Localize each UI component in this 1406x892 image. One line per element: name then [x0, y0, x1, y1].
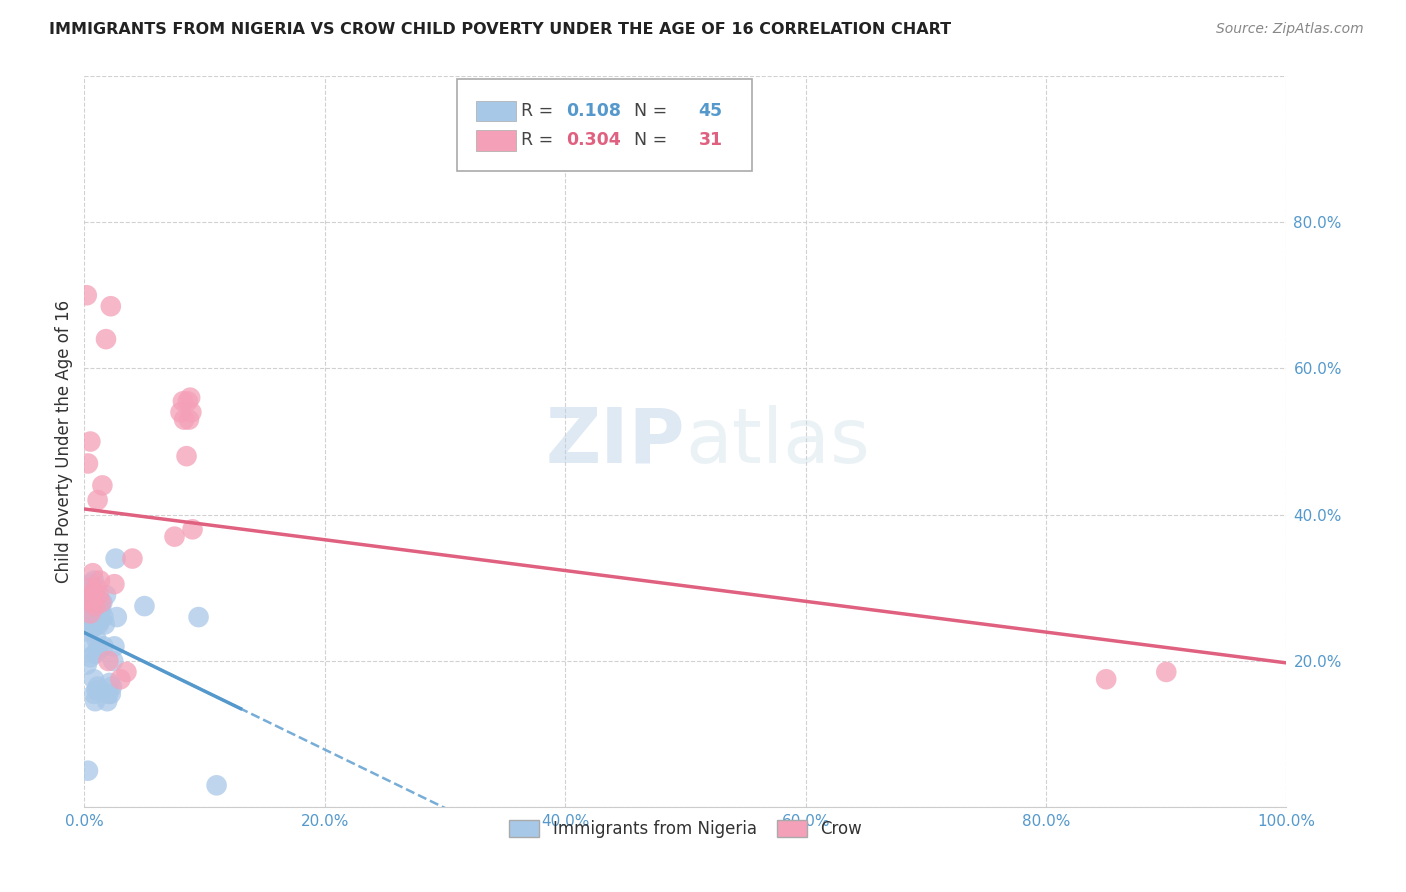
- Point: [177, 412, 200, 426]
- Point: [134, 599, 156, 614]
- Point: [87, 617, 110, 632]
- Point: [79, 588, 101, 602]
- Point: [93, 610, 115, 624]
- Text: N =: N =: [623, 131, 672, 149]
- Point: [180, 405, 202, 419]
- Point: [97, 687, 120, 701]
- FancyBboxPatch shape: [477, 130, 516, 151]
- Point: [87, 603, 110, 617]
- Point: [80, 577, 103, 591]
- Point: [86, 683, 108, 698]
- Point: [87, 588, 110, 602]
- Point: [86, 581, 108, 595]
- Point: [80, 603, 103, 617]
- Point: [173, 412, 195, 426]
- Point: [187, 610, 209, 624]
- Point: [94, 332, 117, 346]
- Point: [80, 617, 103, 632]
- Point: [1156, 665, 1178, 679]
- Point: [100, 687, 122, 701]
- Point: [77, 591, 100, 606]
- Point: [101, 680, 124, 694]
- Point: [103, 577, 125, 591]
- Point: [90, 603, 112, 617]
- Point: [83, 584, 105, 599]
- Point: [91, 595, 114, 609]
- Text: R =: R =: [520, 131, 558, 149]
- Point: [205, 778, 228, 792]
- Point: [94, 617, 117, 632]
- Point: [79, 607, 101, 621]
- Point: [89, 614, 111, 628]
- Point: [77, 581, 100, 595]
- Point: [97, 654, 120, 668]
- Text: R =: R =: [520, 102, 558, 120]
- Point: [110, 673, 132, 687]
- Point: [83, 574, 105, 588]
- Text: 0.108: 0.108: [567, 102, 621, 120]
- Point: [79, 610, 101, 624]
- Point: [104, 551, 127, 566]
- Point: [82, 588, 104, 602]
- Text: 45: 45: [699, 102, 723, 120]
- Point: [83, 687, 105, 701]
- Legend: Immigrants from Nigeria, Crow: Immigrants from Nigeria, Crow: [501, 812, 870, 847]
- Point: [86, 632, 108, 646]
- Point: [84, 599, 107, 614]
- Point: [84, 694, 107, 708]
- Point: [77, 591, 100, 606]
- Text: atlas: atlas: [686, 405, 870, 478]
- Point: [76, 288, 98, 302]
- FancyBboxPatch shape: [477, 101, 516, 121]
- Point: [163, 530, 186, 544]
- FancyBboxPatch shape: [457, 79, 752, 171]
- Point: [172, 394, 194, 409]
- Point: [181, 522, 204, 536]
- Point: [86, 643, 108, 657]
- Point: [77, 457, 100, 471]
- Point: [176, 449, 198, 463]
- Point: [83, 673, 105, 687]
- Point: [93, 640, 115, 654]
- Point: [96, 694, 118, 708]
- Point: [80, 595, 103, 609]
- Point: [82, 621, 104, 635]
- Point: [100, 299, 122, 313]
- Text: N =: N =: [623, 102, 672, 120]
- Point: [82, 607, 104, 621]
- Point: [98, 676, 121, 690]
- Point: [103, 640, 125, 654]
- Text: IMMIGRANTS FROM NIGERIA VS CROW CHILD POVERTY UNDER THE AGE OF 16 CORRELATION CH: IMMIGRANTS FROM NIGERIA VS CROW CHILD PO…: [49, 22, 952, 37]
- Point: [115, 665, 138, 679]
- Point: [179, 391, 201, 405]
- Point: [77, 764, 100, 778]
- Point: [105, 610, 128, 624]
- Point: [80, 595, 103, 609]
- Text: 0.304: 0.304: [567, 131, 621, 149]
- Point: [76, 657, 98, 672]
- Point: [91, 478, 114, 492]
- Point: [79, 650, 101, 665]
- Point: [103, 654, 125, 668]
- Point: [77, 624, 100, 639]
- Point: [79, 434, 101, 449]
- Point: [77, 635, 100, 649]
- Point: [82, 566, 104, 581]
- Point: [84, 647, 107, 661]
- Text: ZIP: ZIP: [546, 405, 686, 478]
- Point: [94, 588, 117, 602]
- Point: [86, 680, 108, 694]
- Text: Source: ZipAtlas.com: Source: ZipAtlas.com: [1216, 22, 1364, 37]
- Point: [1095, 673, 1118, 687]
- Point: [169, 405, 191, 419]
- Y-axis label: Child Poverty Under the Age of 16: Child Poverty Under the Age of 16: [55, 300, 73, 583]
- Point: [177, 394, 200, 409]
- Point: [89, 574, 111, 588]
- Text: 31: 31: [699, 131, 723, 149]
- Point: [121, 551, 143, 566]
- Point: [90, 595, 112, 609]
- Point: [86, 493, 108, 508]
